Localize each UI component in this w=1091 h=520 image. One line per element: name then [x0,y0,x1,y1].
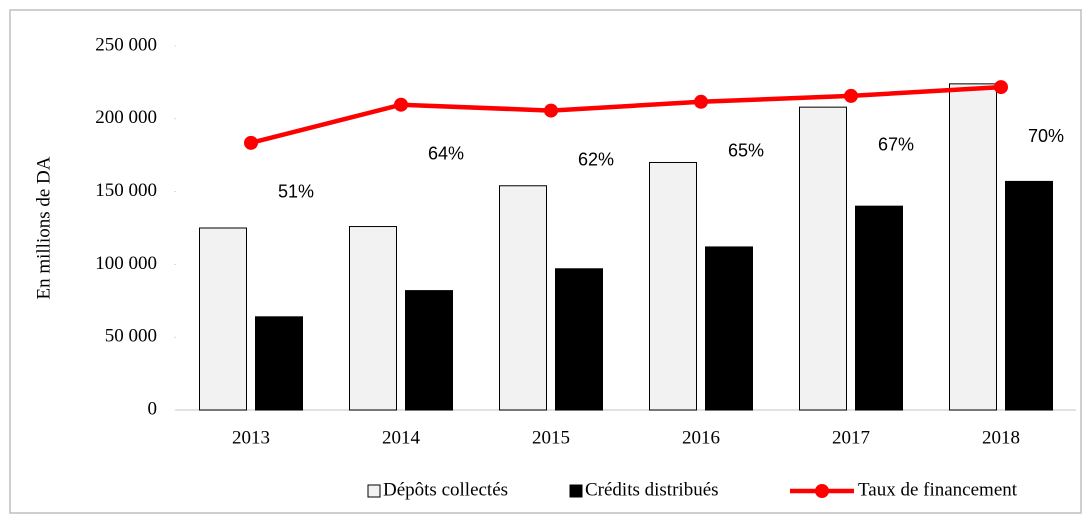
data-label: 67% [878,135,914,155]
legend-swatch [367,484,381,498]
legend-label: Crédits distribués [585,479,719,500]
data-label: 51% [278,182,314,202]
y-tick-label: 100 000 [95,253,157,274]
data-label: 70% [1028,126,1064,146]
x-tick-label: 2014 [382,427,421,448]
y-tick-label: 250 000 [95,34,157,55]
legend-label: Dépôts collectés [383,479,508,500]
x-tick-label: 2018 [982,427,1020,448]
y-tick-label: 150 000 [95,180,157,201]
data-label: 64% [428,143,464,163]
line-marker [394,97,408,112]
line [250,84,1002,146]
y-axis-title: En millions de DA [33,156,54,299]
line-marker [244,135,258,150]
y-tick-label: 0 [148,398,158,419]
line-marker [544,103,558,118]
bar [649,161,697,411]
line-marker [844,88,858,103]
y-tick-label: 200 000 [95,107,157,128]
bar [349,226,397,411]
line-marker [994,80,1008,95]
bar [405,290,453,411]
legend-label: Taux de financement [858,479,1018,500]
bar [499,185,547,411]
bar [255,316,303,411]
bar [199,227,247,411]
line-marker [694,94,708,109]
bar [555,268,603,411]
legend-marker [815,484,829,498]
bar [855,205,903,411]
x-tick-label: 2017 [832,427,870,448]
data-label: 65% [728,141,764,161]
data-label: 62% [578,149,614,169]
x-tick-label: 2016 [682,427,720,448]
legend-swatch [569,484,583,498]
bar [799,106,847,411]
bar [705,246,753,411]
x-tick-label: 2015 [532,427,570,448]
bar [1005,180,1053,411]
bar [949,83,997,411]
x-tick-label: 2013 [232,427,270,448]
y-tick-label: 50 000 [105,326,157,347]
